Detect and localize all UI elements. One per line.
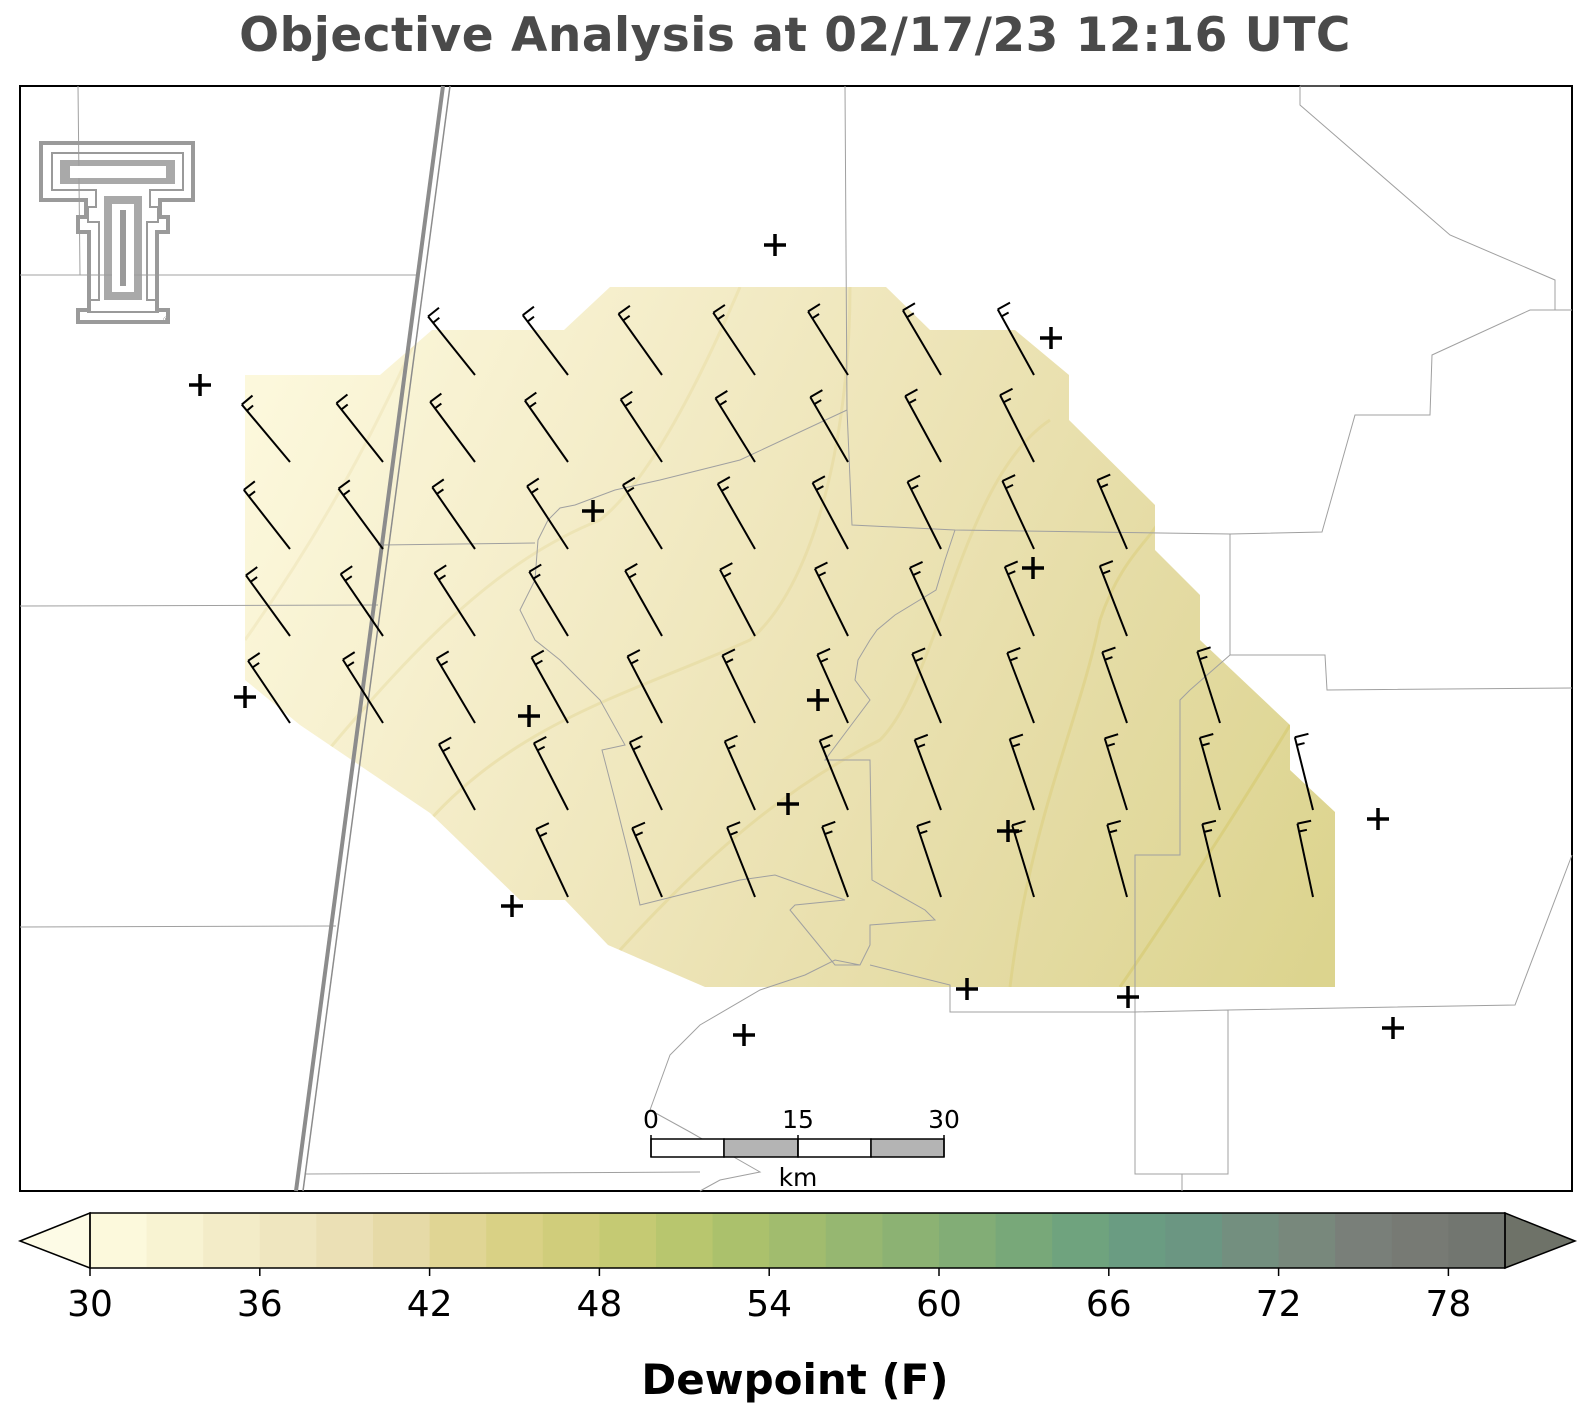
- colorbar-label: Dewpoint (F): [641, 1355, 949, 1404]
- wind-barb: [811, 475, 849, 550]
- station-marker: [1040, 327, 1062, 349]
- wind-barb: [1098, 560, 1128, 637]
- station-marker: [234, 686, 256, 708]
- wind-barb: [626, 649, 663, 724]
- station-markers: [189, 234, 1404, 1046]
- texas-tech-double-t-logo: [39, 141, 195, 324]
- wind-barb: [631, 821, 663, 898]
- scale-label-0: 0: [643, 1105, 659, 1134]
- wind-barb: [1196, 646, 1221, 724]
- wind-barb: [617, 304, 663, 376]
- county-borders: [19, 85, 1573, 1192]
- scale-label-30: 30: [928, 1105, 960, 1134]
- wind-barb: [528, 563, 569, 637]
- wind-barb: [999, 387, 1035, 463]
- wind-barb: [624, 562, 663, 637]
- wind-barb: [996, 301, 1035, 376]
- wind-barb: [243, 480, 291, 550]
- wind-barb: [904, 388, 942, 463]
- station-marker: [997, 820, 1019, 842]
- wind-barb: [524, 391, 569, 463]
- wind-barb: [807, 303, 849, 376]
- wind-barb: [818, 734, 849, 811]
- wind-barb: [433, 564, 476, 637]
- wind-barb: [335, 393, 384, 463]
- logo-trademark: ®: [162, 316, 171, 326]
- wind-barb: [431, 478, 476, 550]
- scale-unit: km: [779, 1163, 818, 1192]
- wind-barb: [1101, 646, 1128, 724]
- wind-barb: [911, 647, 942, 724]
- station-marker: [777, 793, 799, 815]
- wind-barb: [1008, 733, 1035, 811]
- station-marker: [1022, 557, 1044, 579]
- wind-barb: [1003, 560, 1035, 637]
- wind-barb: [714, 390, 756, 463]
- wind-barb: [532, 735, 569, 811]
- wind-barb: [435, 650, 476, 724]
- wind-barb: [821, 820, 849, 898]
- wind-barb: [719, 562, 756, 637]
- station-marker: [807, 689, 829, 711]
- station-marker: [764, 234, 786, 256]
- state-border: [294, 85, 451, 1192]
- wind-barb: [809, 389, 849, 463]
- wind-barb: [339, 565, 384, 637]
- station-marker: [1382, 1017, 1404, 1039]
- wind-barb: [916, 820, 942, 898]
- wind-barb: [521, 305, 569, 376]
- wind-barb: [716, 476, 756, 550]
- wind-barb: [245, 566, 291, 637]
- wind-barb: [1296, 819, 1314, 898]
- station-marker: [733, 1024, 755, 1046]
- wind-barb: [1103, 733, 1128, 811]
- wind-barb: [1293, 732, 1314, 811]
- scale-label-15: 15: [782, 1105, 814, 1134]
- wind-barb: [906, 474, 942, 550]
- wind-barb: [427, 306, 476, 376]
- scale-bar: 0 15 30 km: [643, 1105, 960, 1192]
- wind-barb: [530, 649, 569, 724]
- wind-barb: [535, 822, 569, 898]
- wind-barb: [816, 647, 849, 724]
- wind-barb: [622, 476, 663, 550]
- wind-barb: [526, 477, 569, 550]
- wind-barb: [1198, 733, 1221, 811]
- wind-barb: [1001, 474, 1035, 550]
- station-marker: [582, 500, 604, 522]
- wind-barb: [247, 652, 291, 724]
- chart-title: Objective Analysis at 02/17/23 12:16 UTC: [239, 8, 1351, 63]
- wind-barbs: [241, 301, 1314, 898]
- wind-barb: [342, 651, 384, 724]
- wind-barb: [337, 479, 384, 550]
- wind-barb: [1201, 819, 1221, 898]
- wind-barb: [241, 394, 291, 463]
- station-marker: [501, 895, 523, 917]
- wind-barb: [1096, 473, 1128, 550]
- wind-barb: [619, 390, 663, 463]
- wind-barb: [438, 736, 476, 811]
- station-marker: [518, 705, 540, 727]
- wind-barb: [908, 561, 942, 637]
- wind-barb: [1006, 647, 1035, 724]
- wind-barb: [429, 392, 476, 463]
- wind-barb: [814, 561, 849, 637]
- station-marker: [956, 978, 978, 1000]
- station-marker: [1367, 808, 1389, 830]
- wind-barb: [721, 648, 756, 724]
- wind-barb: [1106, 819, 1128, 898]
- station-marker: [1117, 986, 1139, 1008]
- station-marker: [189, 374, 211, 396]
- wind-barb: [913, 733, 942, 811]
- wind-barb: [712, 304, 756, 376]
- wind-barb: [902, 302, 942, 376]
- wind-barb: [726, 821, 756, 898]
- wind-barb: [628, 735, 663, 811]
- wind-barb: [723, 734, 756, 811]
